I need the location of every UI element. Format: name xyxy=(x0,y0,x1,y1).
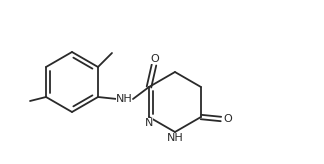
Text: N: N xyxy=(145,118,153,128)
Text: NH: NH xyxy=(116,94,133,104)
Text: O: O xyxy=(151,54,159,64)
Text: NH: NH xyxy=(167,133,183,143)
Text: O: O xyxy=(224,114,232,124)
